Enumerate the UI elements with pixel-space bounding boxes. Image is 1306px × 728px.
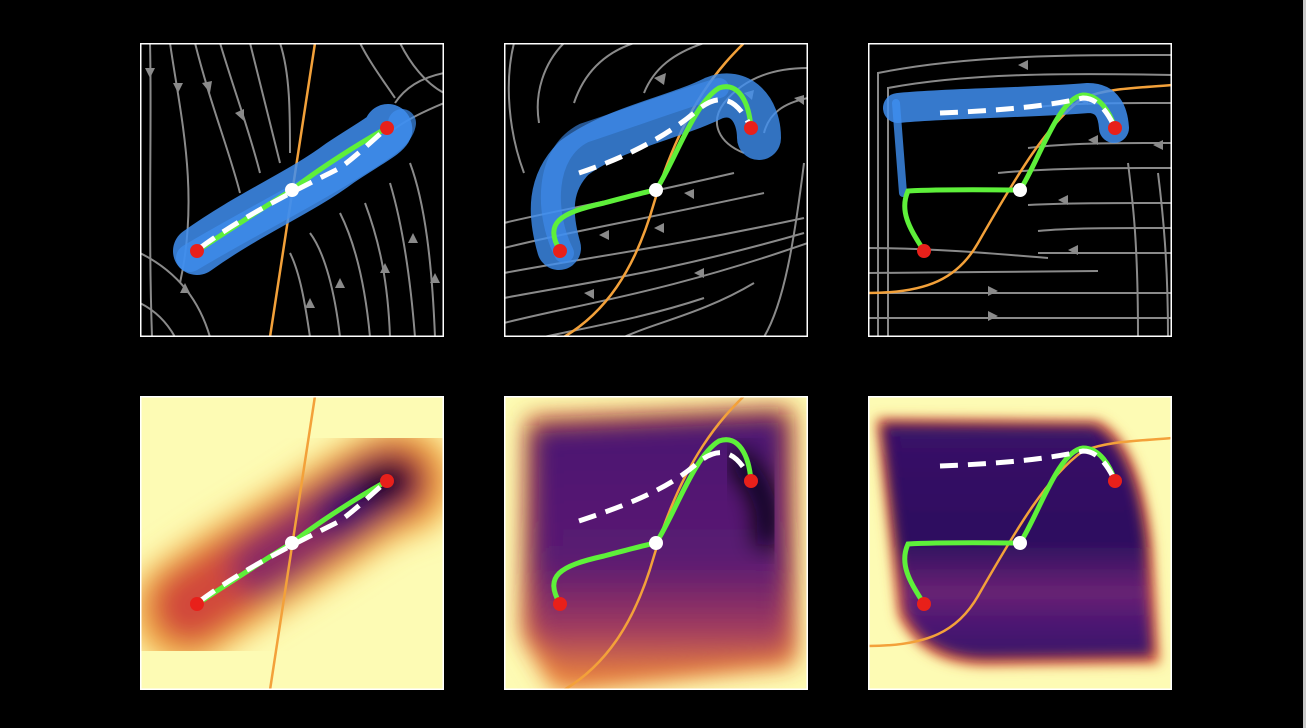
density-plot-1 <box>140 396 444 690</box>
end-point <box>744 474 758 488</box>
nullcline <box>563 396 745 690</box>
streamline-plot-3 <box>868 43 1172 337</box>
end-point <box>1108 121 1122 135</box>
nullcline <box>563 43 745 337</box>
mid-point <box>649 183 663 197</box>
start-point <box>190 244 204 258</box>
mid-point <box>1013 183 1027 197</box>
panel-frame <box>504 43 808 337</box>
panel-streamlines-1 <box>140 43 444 337</box>
end-point <box>744 121 758 135</box>
start-point <box>917 244 931 258</box>
panel-density-3 <box>868 396 1172 690</box>
panel-streamlines-2 <box>504 43 808 337</box>
panel-density-1 <box>140 396 444 690</box>
start-point <box>190 597 204 611</box>
panel-frame <box>868 396 1172 690</box>
end-point <box>380 474 394 488</box>
streamlines <box>868 54 1172 337</box>
mean-path <box>198 126 389 251</box>
panel-density-2 <box>504 396 808 690</box>
panel-frame <box>868 43 1172 337</box>
mean-path <box>578 97 754 176</box>
end-point <box>380 121 394 135</box>
mean-path <box>939 448 1118 483</box>
start-point <box>553 244 567 258</box>
streamline-plot-2 <box>504 43 808 337</box>
panel-streamlines-3 <box>868 43 1172 337</box>
density-plot-3 <box>868 396 1172 690</box>
start-point <box>917 597 931 611</box>
end-point <box>1108 474 1122 488</box>
nullcline <box>868 436 1172 648</box>
mid-point <box>1013 536 1027 550</box>
mid-point <box>649 536 663 550</box>
streamline-plot-1 <box>140 43 444 337</box>
mean-path <box>578 450 754 524</box>
mid-point <box>285 183 299 197</box>
streamline-arrows <box>145 68 440 308</box>
nullcline <box>868 83 1172 295</box>
start-point <box>553 597 567 611</box>
mean-path <box>939 95 1118 130</box>
panel-frame <box>504 396 808 690</box>
density-plot-2 <box>504 396 808 690</box>
mean-path <box>198 479 389 604</box>
panel-frame <box>140 43 444 337</box>
mid-point <box>285 536 299 550</box>
window-edge <box>1303 0 1306 728</box>
panel-frame <box>140 396 444 690</box>
